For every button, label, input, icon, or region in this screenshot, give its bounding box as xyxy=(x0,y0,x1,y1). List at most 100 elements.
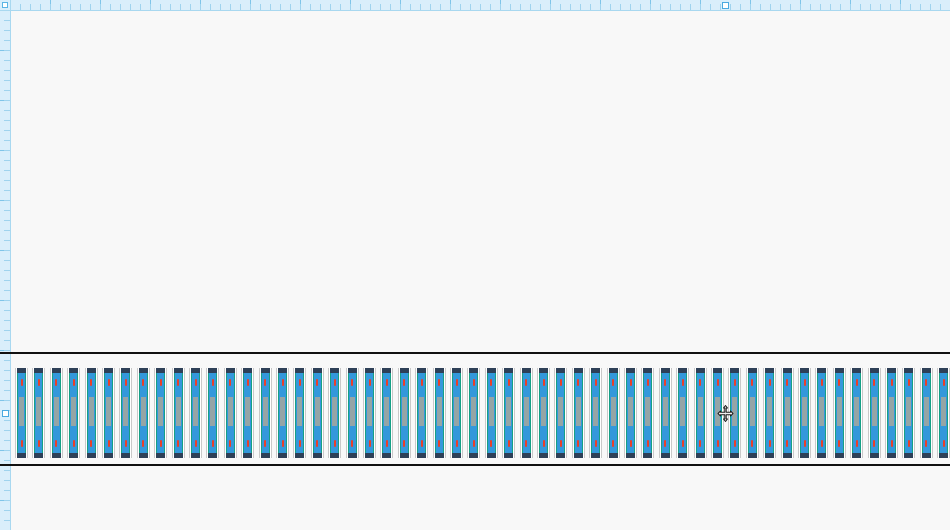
pattern-band[interactable] xyxy=(0,368,950,458)
pattern-item-frame xyxy=(86,368,96,458)
pattern-item[interactable] xyxy=(780,368,794,458)
pattern-item-accent-right xyxy=(581,373,583,453)
pattern-item-tick-bottom xyxy=(194,440,197,447)
pattern-item-frame xyxy=(887,368,896,458)
horizontal-ruler[interactable] xyxy=(0,0,950,11)
pattern-item-center-block xyxy=(280,397,285,426)
pattern-item[interactable] xyxy=(171,368,185,458)
pattern-item-frame xyxy=(800,368,809,458)
pattern-item[interactable] xyxy=(293,368,307,458)
pattern-item-tick-bottom xyxy=(37,440,40,447)
pattern-item[interactable] xyxy=(832,368,846,458)
pattern-item-accent-left xyxy=(295,373,297,453)
pattern-item-center-block xyxy=(784,397,790,426)
pattern-item[interactable] xyxy=(798,368,811,458)
pattern-item[interactable] xyxy=(693,368,707,458)
pattern-item[interactable] xyxy=(484,368,498,458)
pattern-item-accent-left xyxy=(747,373,749,453)
pattern-item-accent-right xyxy=(721,373,722,453)
pattern-item[interactable] xyxy=(154,368,168,458)
pattern-item[interactable] xyxy=(380,368,394,458)
pattern-item-tick-bottom xyxy=(577,440,580,447)
pattern-item-accent-left xyxy=(121,373,123,453)
pattern-item[interactable] xyxy=(276,368,289,458)
pattern-item[interactable] xyxy=(415,368,429,458)
pattern-item[interactable] xyxy=(258,368,272,458)
pattern-item[interactable] xyxy=(84,368,98,458)
pattern-item-accent-right xyxy=(738,373,740,453)
pattern-item-frame xyxy=(713,368,722,458)
pattern-item-tick-top xyxy=(264,379,267,386)
pattern-item[interactable] xyxy=(815,368,829,458)
pattern-item[interactable] xyxy=(363,368,376,458)
pattern-item-accent-right xyxy=(146,373,148,453)
pattern-item[interactable] xyxy=(49,368,63,458)
pattern-item[interactable] xyxy=(850,368,864,458)
pattern-item-center-block xyxy=(158,397,164,426)
pattern-item-frame xyxy=(156,368,166,458)
pattern-item[interactable] xyxy=(763,368,777,458)
pattern-item[interactable] xyxy=(15,368,28,458)
pattern-item[interactable] xyxy=(345,368,359,458)
pattern-item[interactable] xyxy=(67,368,81,458)
pattern-item[interactable] xyxy=(937,368,950,458)
pattern-item[interactable] xyxy=(745,368,759,458)
pattern-item[interactable] xyxy=(189,368,202,458)
pattern-item[interactable] xyxy=(919,368,933,458)
pattern-item-accent-left xyxy=(173,373,175,453)
pattern-item[interactable] xyxy=(711,368,724,458)
pattern-item[interactable] xyxy=(241,368,255,458)
pattern-item-frame xyxy=(278,368,287,458)
pattern-item-tick-bottom xyxy=(612,440,615,447)
pattern-item-accent-left xyxy=(69,373,71,453)
pattern-item[interactable] xyxy=(206,368,220,458)
pattern-item-tick-bottom xyxy=(316,440,319,447)
pattern-item-tick-top xyxy=(786,379,789,386)
pattern-item[interactable] xyxy=(119,368,133,458)
pattern-item[interactable] xyxy=(867,368,881,458)
pattern-item-tick-bottom xyxy=(594,440,597,447)
pattern-item-accent-right xyxy=(842,373,844,453)
pattern-item[interactable] xyxy=(624,368,637,458)
pattern-item-accent-right xyxy=(877,373,879,453)
vertical-ruler[interactable] xyxy=(0,0,11,530)
pattern-item[interactable] xyxy=(658,368,672,458)
pattern-item[interactable] xyxy=(606,368,620,458)
pattern-item[interactable] xyxy=(328,368,342,458)
pattern-item[interactable] xyxy=(223,368,237,458)
pattern-item-center-block xyxy=(802,397,807,426)
pattern-item-tick-bottom xyxy=(838,440,841,447)
pattern-item[interactable] xyxy=(310,368,324,458)
pattern-item-center-block xyxy=(575,397,581,426)
pattern-item[interactable] xyxy=(32,368,46,458)
pattern-item[interactable] xyxy=(589,368,603,458)
pattern-item-tick-bottom xyxy=(20,440,23,447)
pattern-item[interactable] xyxy=(519,368,533,458)
pattern-item[interactable] xyxy=(641,368,655,458)
pattern-item[interactable] xyxy=(902,368,916,458)
pattern-item[interactable] xyxy=(102,368,115,458)
pattern-item-accent-left xyxy=(399,373,401,453)
pattern-item[interactable] xyxy=(502,368,516,458)
pattern-item-center-block xyxy=(210,397,216,426)
pattern-item-center-block xyxy=(732,397,738,426)
pattern-item-tick-top xyxy=(107,379,110,386)
pattern-item-center-block xyxy=(488,397,494,426)
pattern-item[interactable] xyxy=(571,368,585,458)
pattern-item[interactable] xyxy=(136,368,150,458)
pattern-item[interactable] xyxy=(885,368,898,458)
pattern-item[interactable] xyxy=(467,368,481,458)
pattern-item-accent-left xyxy=(260,373,262,453)
pattern-item[interactable] xyxy=(537,368,550,458)
pattern-item[interactable] xyxy=(676,368,690,458)
pattern-item[interactable] xyxy=(450,368,463,458)
pattern-item-tick-bottom xyxy=(664,440,667,447)
pattern-item-tick-top xyxy=(55,379,58,386)
pattern-item[interactable] xyxy=(728,368,742,458)
pattern-item-frame xyxy=(452,368,461,458)
ruler-origin-corner[interactable] xyxy=(0,0,11,11)
pattern-item[interactable] xyxy=(554,368,568,458)
pattern-item[interactable] xyxy=(397,368,411,458)
pattern-item[interactable] xyxy=(432,368,446,458)
pattern-item-frame xyxy=(138,368,148,458)
